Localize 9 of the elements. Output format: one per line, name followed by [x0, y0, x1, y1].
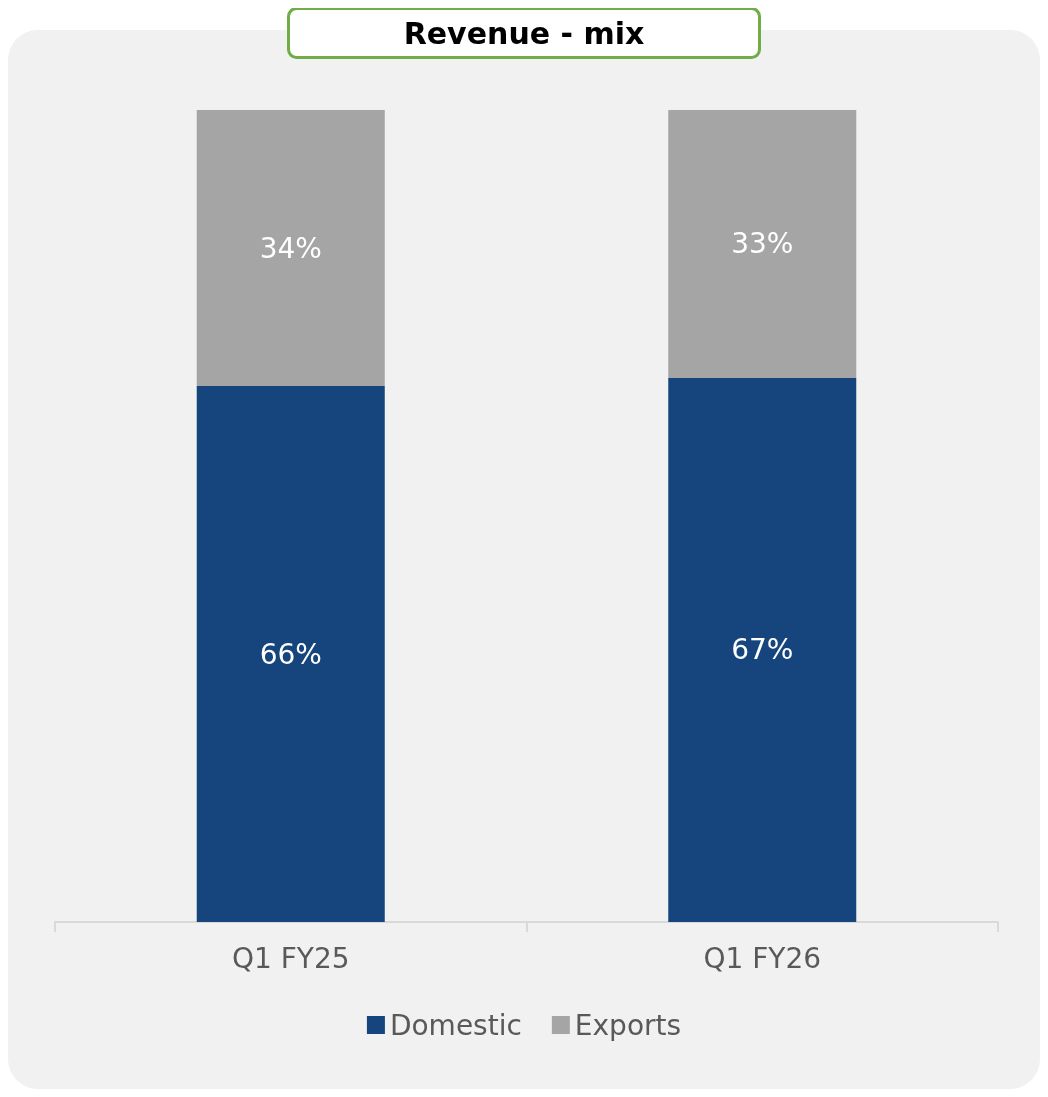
data-label: 33%: [731, 227, 794, 261]
legend-label: Domestic: [389, 1008, 522, 1042]
chart-title: Revenue - mix: [403, 15, 645, 51]
legend-label: Exports: [574, 1008, 682, 1042]
data-label: 66%: [259, 637, 322, 671]
data-label: 67%: [731, 633, 794, 667]
x-tick-label: Q1 FY26: [703, 941, 822, 975]
x-tick-label: Q1 FY25: [231, 941, 350, 975]
data-label: 34%: [259, 231, 322, 265]
